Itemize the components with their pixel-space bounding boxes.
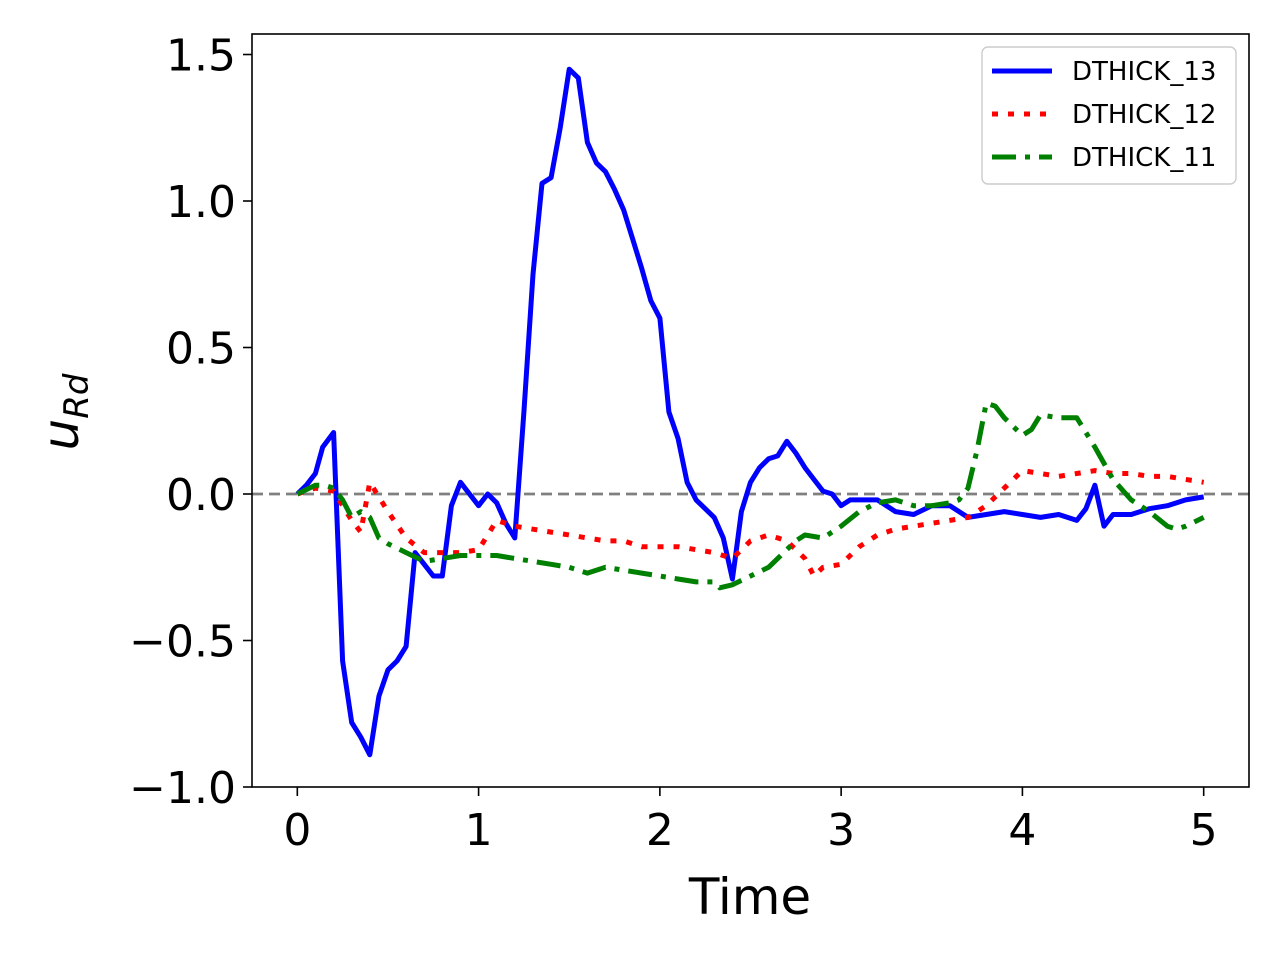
series-layer	[295, 66, 1205, 758]
x-tick-label: 3	[827, 805, 855, 856]
legend: DTHICK_13 DTHICK_12 DTHICK_11	[981, 46, 1237, 185]
y-tick-label: 0.5	[166, 324, 236, 375]
y-tick-label: −1.0	[129, 763, 236, 814]
x-tick-label: 2	[646, 805, 674, 856]
legend-label-dthick-13: DTHICK_13	[1072, 57, 1216, 87]
series-line-dthick-13	[295, 66, 1205, 758]
x-tick-label: 1	[465, 805, 493, 856]
legend-label-dthick-11: DTHICK_11	[1072, 143, 1216, 173]
y-tick-label: 1.0	[166, 177, 236, 228]
series-line-dthick-12	[296, 468, 1205, 579]
legend-frame	[981, 46, 1237, 185]
x-tick-label: 0	[283, 805, 311, 856]
x-tick-label: 4	[1008, 805, 1036, 856]
series-line-dthick-11	[296, 400, 1205, 591]
y-axis-label-subscript: Rd	[57, 373, 97, 419]
y-axis-label: uRd	[32, 373, 97, 450]
y-axis-label-main: u	[32, 419, 90, 451]
plot-frame	[251, 33, 1250, 788]
x-tick-label: 5	[1190, 805, 1218, 856]
y-tick-label: 1.5	[166, 31, 236, 82]
x-axis-label: Time	[688, 868, 811, 926]
legend-items: DTHICK_13 DTHICK_12 DTHICK_11	[992, 57, 1216, 173]
y-tick-label: −0.5	[129, 617, 236, 668]
y-axis-ticks: 1.5 1.0 0.5 0.0 −0.5 −1.0	[129, 31, 252, 814]
x-axis-ticks: 0 1 2 3 4 5	[283, 787, 1218, 856]
legend-label-dthick-12: DTHICK_12	[1072, 100, 1216, 130]
y-tick-label: 0.0	[166, 470, 236, 521]
